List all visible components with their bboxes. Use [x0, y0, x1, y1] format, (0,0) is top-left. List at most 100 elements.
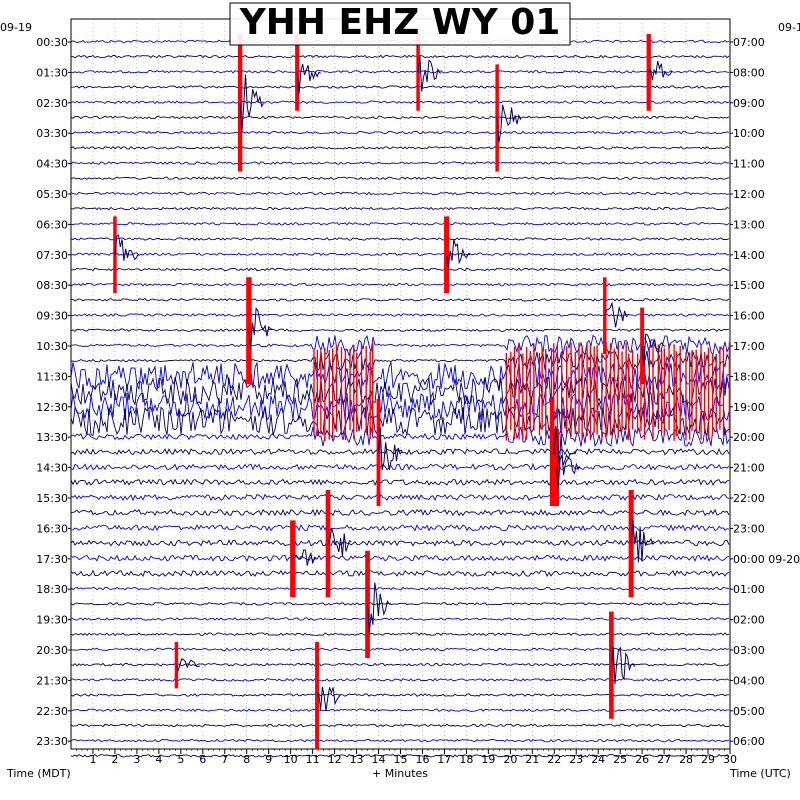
chart-title: YHH EHZ WY 01	[239, 2, 561, 43]
trace-line	[70, 54, 730, 59]
event-coda	[175, 658, 200, 673]
left-time-label: 20:30	[36, 644, 68, 657]
trace-line	[70, 493, 730, 502]
right-time-label: 02:00	[733, 614, 765, 627]
right-time-label: 20:00	[733, 431, 765, 444]
left-time-label: 16:30	[36, 522, 68, 535]
left-time-label: 08:30	[36, 279, 68, 292]
right-time-label: 11:00	[733, 158, 765, 171]
trace-line	[70, 677, 730, 682]
trace-line	[70, 753, 730, 758]
x-tick-label: 17	[437, 753, 451, 766]
x-tick-label: 12	[328, 753, 342, 766]
right-time-label: 19:00	[733, 401, 765, 414]
traces	[70, 34, 731, 758]
x-tick-label: 3	[133, 753, 140, 766]
x-tick-label: 11	[306, 753, 320, 766]
left-time-label: 02:30	[36, 97, 68, 110]
event-coda	[610, 646, 636, 685]
trace-line	[70, 70, 730, 74]
left-time-label: 17:30	[36, 553, 68, 566]
trace-line	[70, 586, 730, 591]
x-tick-label: 28	[679, 753, 693, 766]
event-coda	[641, 333, 666, 366]
trace-line	[70, 115, 730, 120]
trace-line	[70, 176, 730, 180]
right-time-label: 13:00	[733, 218, 765, 231]
right-time-label: 23:00	[733, 522, 765, 535]
trace-line	[70, 693, 729, 697]
trace-line	[70, 738, 730, 743]
trace-line	[70, 349, 730, 372]
right-time-label: 03:00	[733, 644, 765, 657]
x-tick-label: 23	[569, 753, 583, 766]
trace-line	[70, 569, 730, 578]
left-time-label: 04:30	[36, 158, 68, 171]
x-tick-label: 20	[503, 753, 517, 766]
trace-line	[70, 282, 730, 287]
left-time-label: 00:30	[36, 36, 68, 49]
x-tick-label: 6	[199, 753, 206, 766]
left-time-label: 13:30	[36, 431, 68, 444]
x-tick-label: 26	[635, 753, 649, 766]
x-tick-label: 1	[89, 753, 96, 766]
right-time-label: 01:00	[733, 583, 765, 596]
x-tick-label: 14	[372, 753, 386, 766]
x-axis-ticks: 1 2 3 4 5 6 7 8 9 10 11 12 13 14 15 16 17 18 19 20 21 22 23 24 2…	[76, 749, 737, 766]
trace-line	[70, 334, 730, 357]
event-coda	[604, 301, 629, 328]
x-tick-label: 30	[723, 753, 737, 766]
trace-line	[70, 237, 730, 241]
left-axis-label: Time (MDT)	[6, 767, 71, 780]
right-axis-label: Time (UTC)	[729, 767, 791, 780]
right-time-label: 00:00 09-20	[733, 553, 800, 566]
right-time-label: 07:00	[733, 36, 765, 49]
trace-line	[70, 100, 730, 105]
left-time-label: 18:30	[36, 583, 68, 596]
left-time-label: 15:30	[36, 492, 68, 505]
trace-line	[70, 376, 730, 407]
event-coda	[292, 549, 317, 566]
left-time-label: 11:30	[36, 370, 68, 383]
x-tick-label: 15	[394, 753, 408, 766]
left-time-label: 03:30	[36, 127, 68, 140]
x-tick-label: 10	[284, 753, 298, 766]
trace-line	[70, 328, 730, 333]
trace-line	[70, 462, 730, 471]
event-coda	[551, 425, 576, 466]
right-time-label: 21:00	[733, 462, 765, 475]
trace-line	[70, 708, 730, 712]
trace-line	[70, 161, 730, 166]
left-time-label: 14:30	[36, 462, 68, 475]
x-tick-label: 8	[243, 753, 250, 766]
trace-line	[70, 298, 730, 302]
right-date-label: 09-1	[778, 21, 800, 34]
trace-line	[70, 130, 730, 135]
right-time-label: 17:00	[733, 340, 765, 353]
trace-line	[70, 523, 730, 532]
left-time-labels: 00:30 01:30 02:30 03:30 04:30 05:30 06:30 07:30…	[36, 36, 71, 748]
event-coda	[296, 63, 321, 94]
x-tick-label: 25	[613, 753, 627, 766]
right-time-label: 22:00	[733, 492, 765, 505]
left-time-label: 06:30	[36, 218, 68, 231]
right-time-label: 04:00	[733, 674, 765, 687]
trace-line	[70, 617, 730, 621]
right-time-label: 15:00	[733, 279, 765, 292]
trace-line	[70, 313, 730, 317]
left-time-label: 01:30	[36, 66, 68, 79]
right-time-label: 14:00	[733, 249, 765, 262]
trace-line	[70, 554, 730, 563]
event-coda	[114, 234, 139, 261]
right-time-label: 16:00	[733, 310, 765, 323]
left-time-label: 22:30	[36, 705, 68, 718]
event-coda	[248, 306, 273, 348]
left-date-label: 09-19	[0, 21, 32, 34]
event-coda	[446, 239, 471, 268]
event-coda	[239, 74, 264, 133]
right-time-label: 05:00	[733, 705, 765, 718]
trace-line	[70, 723, 729, 728]
left-time-label: 07:30	[36, 249, 68, 262]
trace-line	[70, 478, 730, 487]
